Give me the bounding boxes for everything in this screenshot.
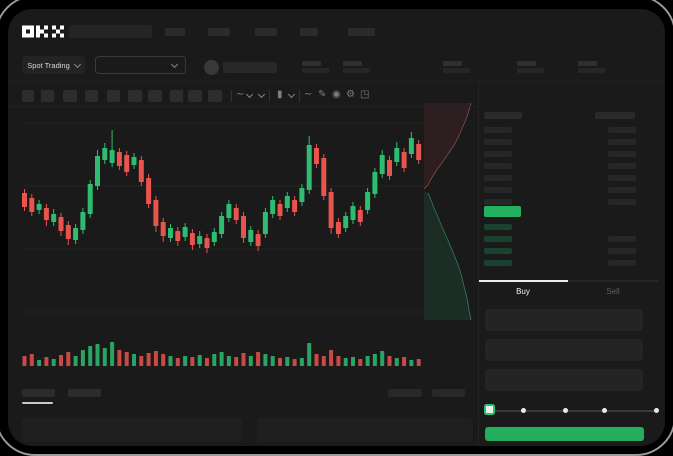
tab-sell[interactable]: Sell bbox=[568, 280, 658, 300]
bid-amount-bar-2 bbox=[608, 248, 636, 254]
stat-label-bar-0 bbox=[302, 61, 321, 66]
ask-amount-bar-1 bbox=[608, 139, 636, 145]
timeframe-button-2[interactable] bbox=[63, 90, 77, 102]
toolbar-separator-1 bbox=[269, 90, 270, 102]
bottom-panel-0 bbox=[22, 418, 242, 442]
candle-style-icon[interactable]: ▮ bbox=[277, 89, 283, 100]
draw-tool-icon[interactable]: ✎ bbox=[318, 89, 327, 100]
ask-amount-bar-3 bbox=[608, 163, 636, 169]
timeframe-button-0[interactable] bbox=[22, 90, 34, 102]
toolbar-separator-2 bbox=[299, 90, 300, 102]
slider-dot-0[interactable] bbox=[520, 408, 526, 413]
nav-item-4[interactable] bbox=[348, 28, 375, 36]
bottom-tab-1[interactable] bbox=[68, 389, 101, 397]
pair-select[interactable] bbox=[95, 56, 186, 74]
tab-buy[interactable]: Buy bbox=[478, 280, 568, 300]
logo-adjacent-bar bbox=[69, 25, 152, 38]
nav-item-1[interactable] bbox=[208, 28, 230, 36]
bottom-meta-bar-0 bbox=[388, 389, 422, 397]
bid-price-bar-0[interactable] bbox=[484, 224, 512, 230]
timeframe-button-4[interactable] bbox=[107, 90, 120, 102]
slider-dot-1[interactable] bbox=[562, 408, 568, 413]
slider-dot-2[interactable] bbox=[601, 408, 607, 413]
okx-logo[interactable] bbox=[22, 25, 64, 38]
chevron-down-icon bbox=[170, 60, 179, 68]
stat-value-bar-0 bbox=[302, 68, 329, 73]
ask-amount-bar-0 bbox=[608, 127, 636, 133]
stat-label-bar-2 bbox=[443, 61, 462, 66]
timeframe-button-7[interactable] bbox=[170, 90, 183, 102]
market-type-label: Spot Trading bbox=[27, 60, 70, 70]
bottom-tab-0[interactable] bbox=[22, 389, 55, 397]
bottom-meta-bar-1 bbox=[432, 389, 465, 397]
avatar-bar bbox=[223, 62, 277, 73]
ask-price-bar-3[interactable] bbox=[484, 163, 512, 169]
gear-icon[interactable]: ⚙ bbox=[346, 89, 355, 100]
timeframe-button-6[interactable] bbox=[148, 90, 162, 102]
bid-price-bar-1[interactable] bbox=[484, 236, 512, 242]
toolbar-separator-0 bbox=[231, 90, 232, 102]
line-tool-icon[interactable]: ∼ bbox=[304, 89, 313, 100]
panel-vertical-divider bbox=[478, 82, 479, 445]
market-type-selector[interactable]: Spot Trading bbox=[22, 56, 85, 74]
bid-amount-bar-3 bbox=[608, 260, 636, 266]
ask-price-bar-0[interactable] bbox=[484, 127, 512, 133]
stat-value-bar-3 bbox=[517, 68, 544, 73]
slider-dot-3[interactable] bbox=[653, 408, 659, 413]
amount-slider-handle[interactable] bbox=[484, 404, 495, 415]
last-price-highlight[interactable] bbox=[484, 206, 521, 217]
indicators-icon[interactable]: ∼ bbox=[236, 89, 245, 100]
nav-item-2[interactable] bbox=[255, 28, 277, 36]
ask-price-bar-6[interactable] bbox=[484, 199, 512, 205]
chevron-down-icon bbox=[73, 60, 81, 68]
orderbook-header-price bbox=[484, 112, 522, 119]
user-avatar[interactable] bbox=[204, 60, 219, 75]
orderbook-header-amount bbox=[595, 112, 635, 119]
stat-value-bar-1 bbox=[343, 68, 370, 73]
ask-amount-bar-5 bbox=[608, 187, 636, 193]
timeframe-button-1[interactable] bbox=[41, 90, 54, 102]
stat-value-bar-4 bbox=[578, 68, 605, 73]
camera-icon[interactable]: ◉ bbox=[332, 89, 341, 100]
stat-label-bar-3 bbox=[517, 61, 536, 66]
nav-item-3[interactable] bbox=[300, 28, 318, 36]
header-divider bbox=[8, 81, 665, 82]
stat-label-bar-4 bbox=[578, 61, 597, 66]
toolbar-divider bbox=[8, 106, 478, 107]
buy-submit-button[interactable] bbox=[485, 427, 644, 441]
slider-track[interactable] bbox=[489, 410, 656, 412]
timeframe-button-8[interactable] bbox=[188, 90, 202, 102]
ask-amount-bar-6 bbox=[608, 199, 636, 205]
order-input-0[interactable] bbox=[485, 309, 643, 331]
stat-value-bar-2 bbox=[443, 68, 470, 73]
timeframe-button-5[interactable] bbox=[128, 90, 142, 102]
nav-item-0[interactable] bbox=[165, 28, 185, 36]
ask-price-bar-1[interactable] bbox=[484, 139, 512, 145]
ask-price-bar-2[interactable] bbox=[484, 151, 512, 157]
bottom-panel-1 bbox=[257, 418, 473, 442]
bid-amount-bar-1 bbox=[608, 236, 636, 242]
stat-label-bar-1 bbox=[343, 61, 362, 66]
ask-price-bar-5[interactable] bbox=[484, 187, 512, 193]
order-input-1[interactable] bbox=[485, 339, 643, 361]
bid-price-bar-2[interactable] bbox=[484, 248, 512, 254]
ask-price-bar-4[interactable] bbox=[484, 175, 512, 181]
ask-amount-bar-4 bbox=[608, 175, 636, 181]
timeframe-button-9[interactable] bbox=[208, 90, 222, 102]
order-input-2[interactable] bbox=[485, 369, 643, 391]
trade-side-tabbar: Buy Sell bbox=[478, 280, 658, 300]
fullscreen-icon[interactable]: ◳ bbox=[360, 89, 370, 100]
bottom-tab-underline bbox=[22, 402, 53, 404]
timeframe-button-3[interactable] bbox=[85, 90, 98, 102]
bid-price-bar-3[interactable] bbox=[484, 260, 512, 266]
ask-amount-bar-2 bbox=[608, 151, 636, 157]
